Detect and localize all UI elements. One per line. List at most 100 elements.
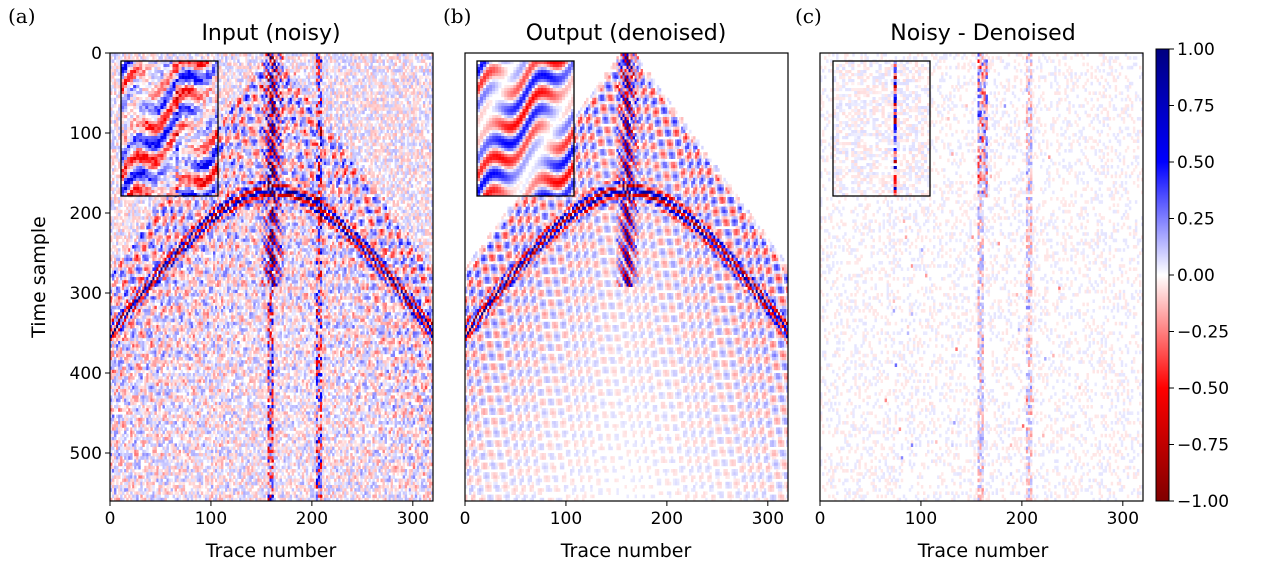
heatmap-cell bbox=[158, 225, 161, 230]
heatmap-cell bbox=[148, 344, 151, 348]
heatmap-cell bbox=[110, 126, 113, 131]
heatmap-cell bbox=[142, 56, 145, 60]
heatmap-cell bbox=[126, 225, 129, 230]
heatmap-cell bbox=[160, 261, 163, 265]
heatmap-cell bbox=[176, 417, 180, 422]
heatmap-cell bbox=[166, 225, 169, 230]
heatmap-cell bbox=[112, 408, 115, 412]
heatmap-cell bbox=[114, 280, 117, 284]
heatmap-cell bbox=[122, 318, 125, 323]
heatmap-cell bbox=[114, 187, 117, 191]
heatmap-cell bbox=[184, 241, 188, 246]
heatmap-cell bbox=[128, 200, 131, 204]
heatmap-cell bbox=[200, 472, 204, 476]
heatmap-cell bbox=[182, 238, 186, 243]
heatmap-cell bbox=[156, 395, 159, 399]
heatmap-cell bbox=[112, 69, 115, 73]
heatmap-cell bbox=[132, 270, 135, 275]
heatmap-cell bbox=[190, 229, 194, 233]
heatmap-cell bbox=[170, 437, 174, 441]
heatmap-cell bbox=[156, 251, 159, 255]
heatmap-cell bbox=[178, 433, 182, 438]
heatmap-cell bbox=[156, 235, 159, 239]
heatmap-cell bbox=[150, 382, 153, 387]
heatmap-cell bbox=[112, 161, 115, 166]
heatmap-cell bbox=[198, 395, 202, 399]
heatmap-cell bbox=[184, 219, 188, 223]
heatmap-cell bbox=[174, 315, 178, 319]
heatmap-cell bbox=[198, 350, 202, 355]
heatmap-cell bbox=[196, 341, 200, 345]
heatmap-cell bbox=[182, 254, 186, 259]
heatmap-cell bbox=[140, 305, 143, 310]
heatmap-cell bbox=[198, 270, 202, 275]
heatmap-cell bbox=[114, 197, 117, 201]
heatmap-cell bbox=[176, 430, 180, 435]
heatmap-cell bbox=[180, 456, 184, 460]
heatmap-cell bbox=[152, 347, 155, 351]
heatmap-cell bbox=[176, 325, 180, 329]
heatmap-cell bbox=[200, 200, 204, 204]
heatmap-cell bbox=[166, 411, 169, 415]
heatmap-cell bbox=[116, 270, 119, 275]
heatmap-cell bbox=[194, 395, 198, 399]
heatmap-cell bbox=[200, 347, 204, 351]
heatmap-cell bbox=[174, 395, 178, 399]
heatmap-cell bbox=[192, 417, 196, 422]
heatmap-cell bbox=[194, 485, 198, 489]
heatmap-cell bbox=[160, 302, 163, 307]
heatmap-cell bbox=[138, 273, 141, 278]
heatmap-cell bbox=[116, 59, 119, 63]
heatmap-cell bbox=[136, 453, 139, 457]
heatmap-cell bbox=[160, 417, 163, 422]
heatmap-cell bbox=[136, 318, 139, 323]
heatmap-cell bbox=[138, 206, 141, 211]
heatmap-cell bbox=[150, 254, 153, 259]
heatmap-cell bbox=[192, 389, 196, 393]
heatmap-cell bbox=[164, 315, 167, 319]
heatmap-cell bbox=[124, 213, 127, 217]
heatmap-cell bbox=[180, 430, 184, 435]
heatmap-cell bbox=[168, 478, 171, 483]
heatmap-cell bbox=[142, 417, 145, 422]
heatmap-cell bbox=[200, 465, 204, 470]
heatmap-cell bbox=[142, 216, 145, 220]
heatmap-cell bbox=[142, 241, 145, 246]
heatmap-cell bbox=[184, 321, 188, 326]
heatmap-cell bbox=[176, 453, 180, 457]
heatmap-cell bbox=[166, 449, 169, 454]
heatmap-cell bbox=[130, 261, 133, 265]
heatmap-cell bbox=[140, 245, 143, 249]
heatmap-cell bbox=[112, 289, 115, 294]
heatmap-cell bbox=[172, 369, 176, 374]
heatmap-cell bbox=[114, 200, 117, 204]
heatmap-cell bbox=[172, 382, 176, 387]
heatmap-cell bbox=[174, 238, 178, 243]
heatmap-cell bbox=[168, 469, 171, 473]
heatmap-cell bbox=[190, 203, 194, 207]
heatmap-cell bbox=[184, 232, 188, 236]
heatmap-cell bbox=[188, 203, 192, 207]
heatmap-cell bbox=[112, 363, 115, 367]
heatmap-cell bbox=[184, 56, 188, 60]
heatmap-cell bbox=[194, 353, 198, 358]
heatmap-cell bbox=[174, 302, 178, 307]
heatmap-cell bbox=[164, 267, 167, 271]
heatmap-cell bbox=[194, 465, 198, 470]
heatmap-cell bbox=[110, 120, 113, 124]
heatmap-cell bbox=[186, 389, 190, 393]
heatmap-cell bbox=[118, 251, 121, 255]
heatmap-cell bbox=[160, 235, 163, 239]
heatmap-cell bbox=[182, 408, 186, 412]
heatmap-cell bbox=[130, 437, 133, 441]
heatmap-cell bbox=[116, 152, 119, 156]
heatmap-cell bbox=[188, 379, 192, 383]
heatmap-cell bbox=[176, 398, 180, 403]
heatmap-cell bbox=[188, 261, 192, 265]
heatmap-cell bbox=[138, 405, 141, 409]
heatmap-cell bbox=[144, 315, 147, 319]
heatmap-cell bbox=[118, 446, 121, 451]
heatmap-cell bbox=[114, 385, 117, 390]
heatmap-cell bbox=[124, 456, 127, 460]
heatmap-cell bbox=[158, 248, 161, 252]
